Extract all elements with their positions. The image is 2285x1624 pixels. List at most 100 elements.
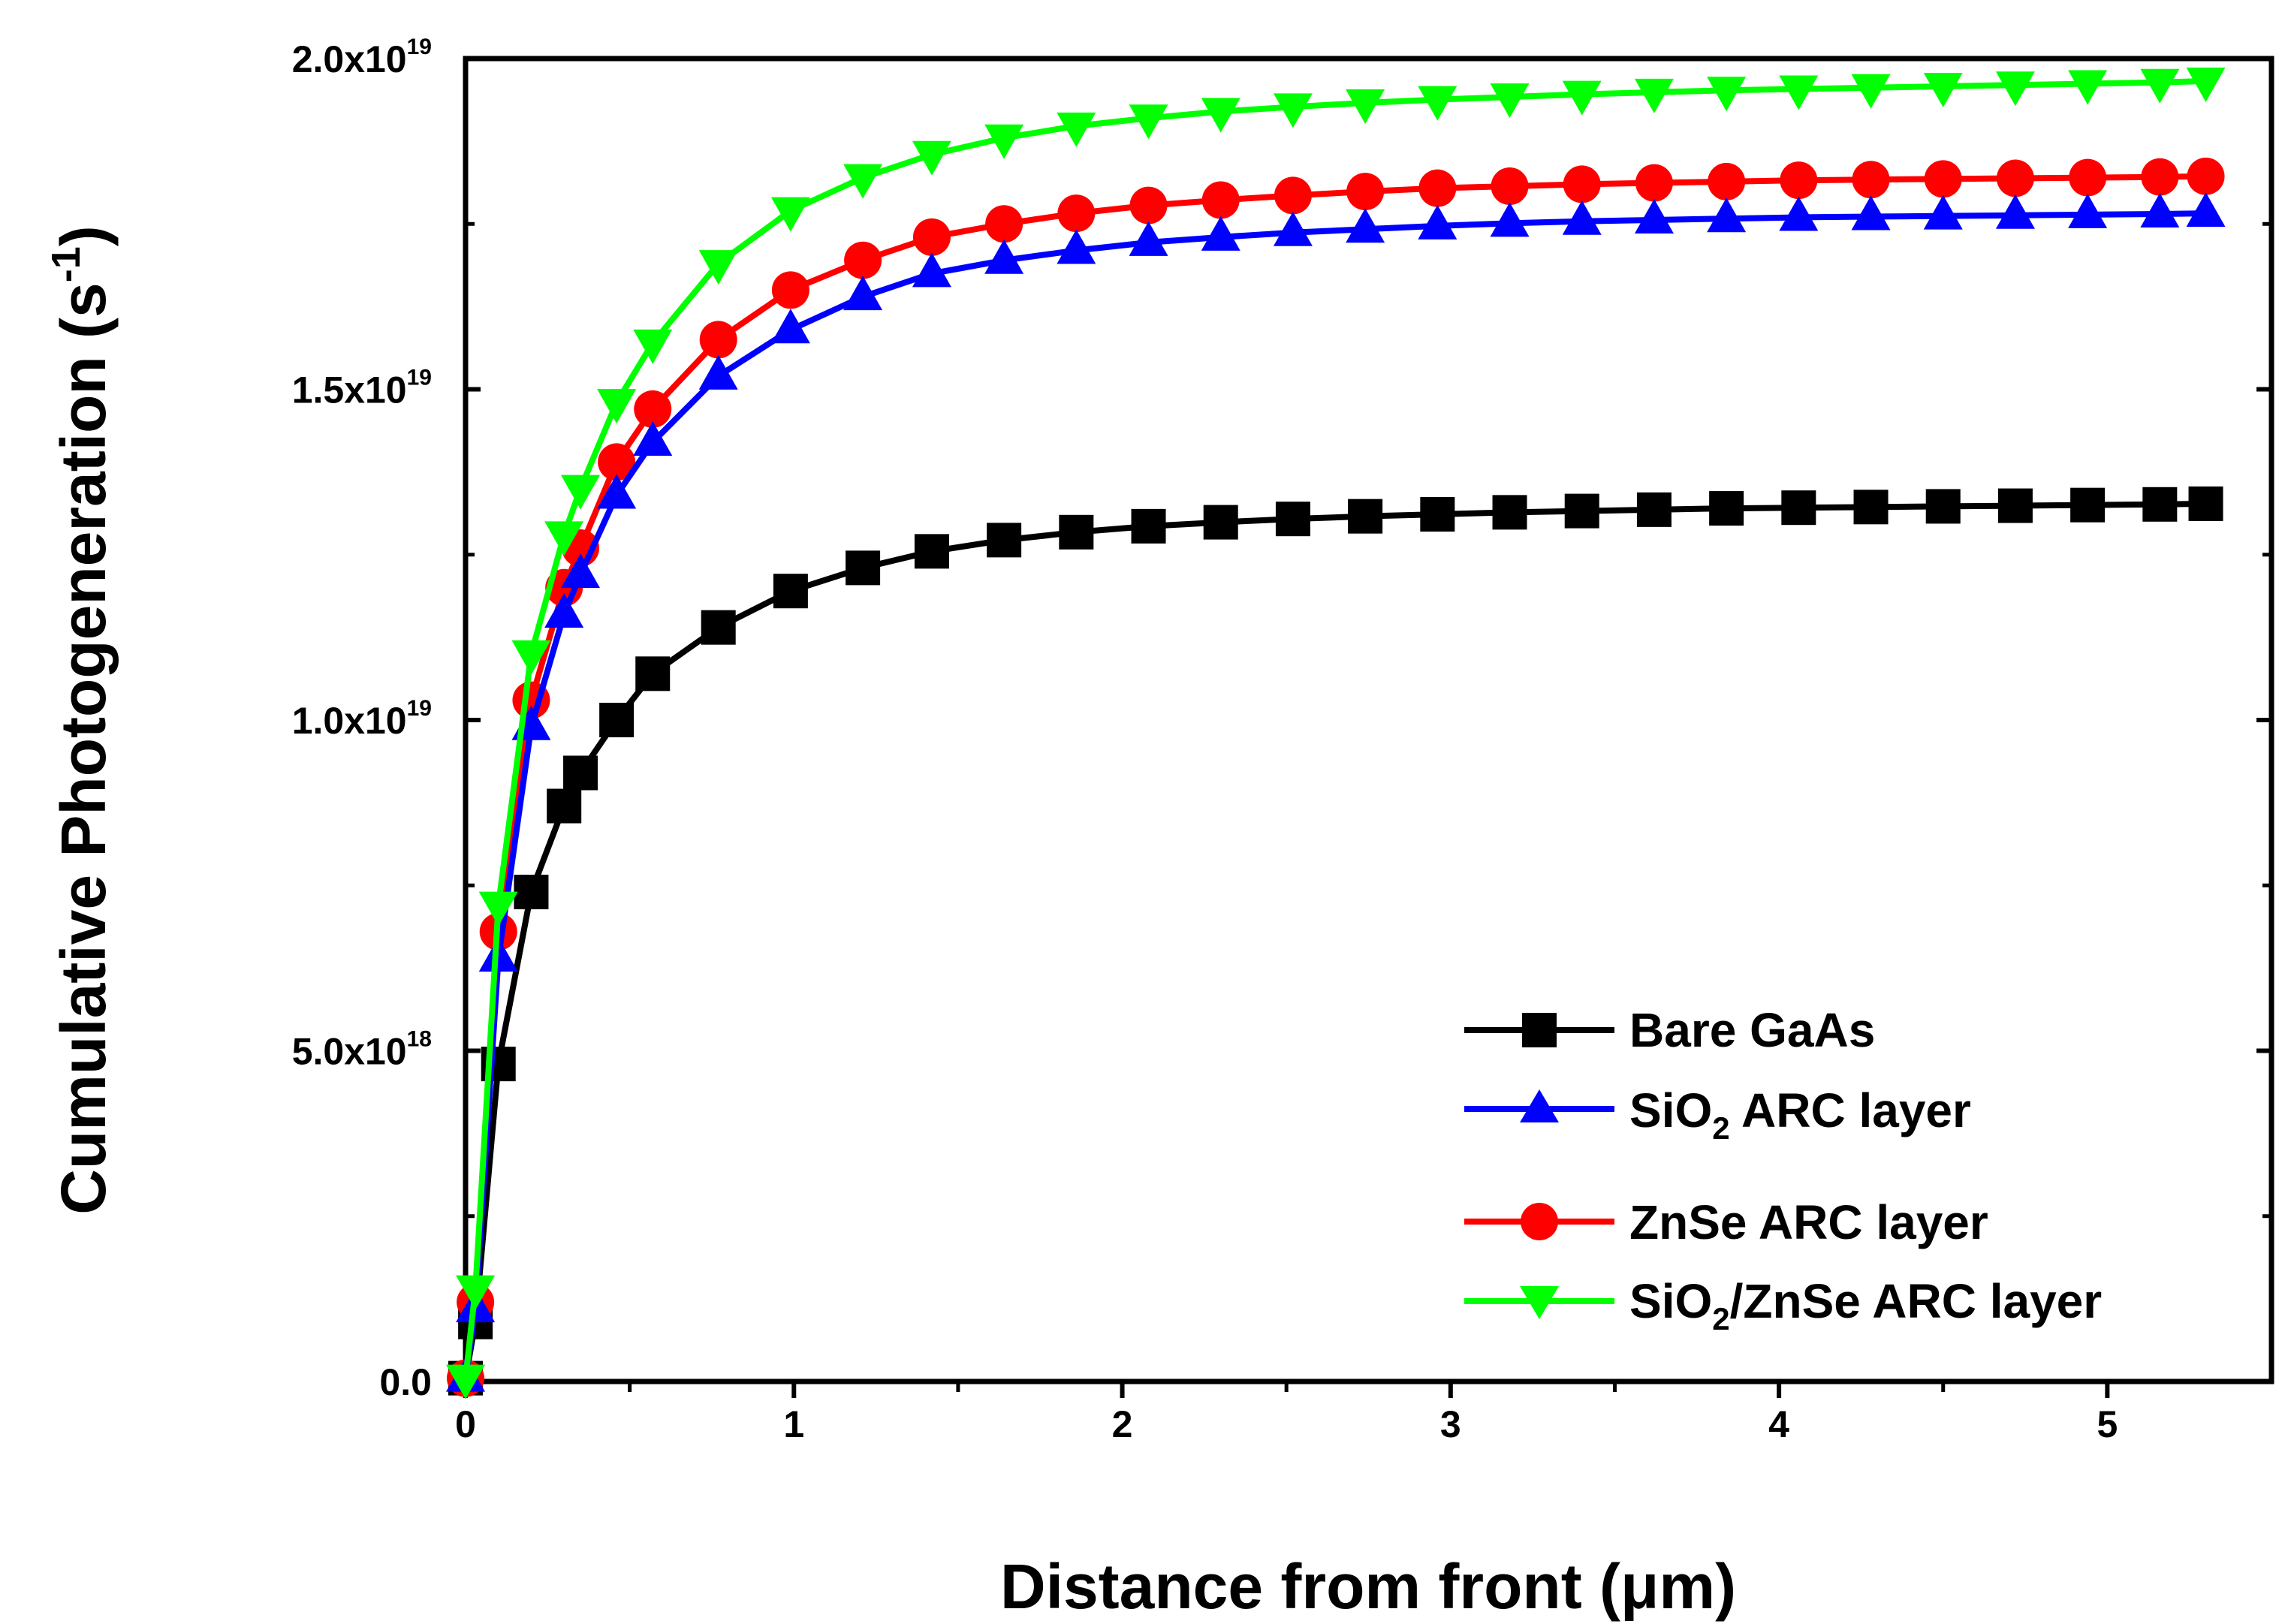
y-tick-mantissa: 1.0x10 <box>292 700 407 742</box>
y-axis-title-close: ) <box>48 225 119 246</box>
data-point <box>1562 80 1602 116</box>
data-point <box>2142 487 2178 522</box>
x-tick-label: 5 <box>2097 1403 2118 1445</box>
data-point <box>987 523 1022 558</box>
data-point <box>597 474 637 509</box>
data-point <box>2186 67 2226 102</box>
y-tick-mantissa: 5.0x10 <box>292 1031 407 1073</box>
data-point <box>1781 490 1816 526</box>
data-point <box>1707 197 1747 233</box>
x-tick-label: 4 <box>1768 1403 1789 1445</box>
data-point <box>2070 487 2106 523</box>
data-point <box>456 1275 496 1310</box>
data-point <box>1996 159 2034 197</box>
data-point <box>1707 77 1747 112</box>
y-tick-label: 2.0x1019 <box>292 35 432 80</box>
series-bare-gaas <box>448 486 2223 1396</box>
data-point <box>633 420 673 456</box>
data-point <box>2188 486 2223 521</box>
data-point <box>1418 204 1458 240</box>
y-tick-mantissa: 2.0x10 <box>292 38 407 80</box>
data-point <box>1562 200 1602 235</box>
data-point <box>1420 497 1455 532</box>
x-tick-label: 1 <box>783 1403 804 1445</box>
data-point <box>1201 215 1240 251</box>
data-point <box>1924 160 1962 198</box>
data-point <box>1779 75 1819 110</box>
data-point <box>912 252 951 288</box>
data-point <box>1273 93 1313 128</box>
data-point <box>1636 492 1672 527</box>
data-point <box>985 205 1023 243</box>
data-point <box>914 534 949 569</box>
data-point <box>1853 490 1889 525</box>
data-point <box>1563 165 1601 203</box>
legend-marker-bare-gaas <box>1522 1013 1557 1047</box>
data-point <box>563 755 598 791</box>
data-point <box>561 475 601 510</box>
x-axis-ticks: 0 1 2 3 4 5 <box>455 1381 2118 1445</box>
y-axis-ticks: 0.0 5.0x1018 1.0x10 19 1.5x1019 2.0x1019 <box>292 35 2271 1403</box>
data-point <box>2187 157 2225 195</box>
legend-label-sio2: SiO2 ARC layer <box>1629 1083 1971 1146</box>
data-point <box>1634 198 1674 234</box>
legend-item-sio2: SiO2 ARC layer <box>1464 1083 1971 1146</box>
data-point <box>1275 502 1310 537</box>
data-point <box>1852 161 1890 199</box>
y-axis-title-main: Cumulative Photogeneration (s <box>48 282 119 1214</box>
data-point <box>773 574 808 609</box>
data-point <box>544 521 584 556</box>
data-point <box>1057 112 1096 147</box>
legend-label-sio2-znse: SiO2/ZnSe ARC layer <box>1629 1274 2102 1336</box>
data-point <box>984 124 1024 159</box>
legend-item-sio2-znse: SiO2/ZnSe ARC layer <box>1464 1274 2102 1336</box>
data-point <box>1851 74 1891 109</box>
y-axis-title-sup: -1 <box>44 246 89 282</box>
data-point <box>1201 98 1240 133</box>
data-point <box>1490 83 1530 119</box>
x-tick-label: 0 <box>455 1403 476 1445</box>
data-point <box>1634 78 1674 113</box>
data-point <box>1131 508 1166 544</box>
data-point <box>2140 193 2180 228</box>
y-tick-label: 1.5x1019 <box>292 366 432 411</box>
series-sio2-arc-layer <box>446 192 2226 1392</box>
data-point <box>1851 195 1891 230</box>
y-tick-mantissa: 0.0 <box>379 1361 432 1403</box>
data-point <box>1274 176 1312 215</box>
data-point <box>2186 192 2226 227</box>
data-point <box>770 309 810 344</box>
data-point <box>1923 73 1963 108</box>
data-point <box>633 329 673 364</box>
data-point <box>912 140 951 176</box>
data-point <box>1129 104 1168 140</box>
data-point <box>1490 202 1530 237</box>
data-point <box>1635 164 1673 202</box>
y-axis-title: Cumulative Photogeneration (s-1) <box>44 225 119 1214</box>
data-point <box>771 271 809 309</box>
legend-label-bare-gaas: Bare GaAs <box>1629 1003 1875 1057</box>
data-point <box>699 321 737 359</box>
data-point <box>1346 173 1385 211</box>
data-point <box>478 891 518 926</box>
data-point <box>561 553 601 589</box>
data-point <box>1129 221 1168 256</box>
data-point <box>634 390 672 428</box>
data-point <box>1925 489 1961 524</box>
y-tick-exponent: 19 <box>407 35 432 59</box>
series-line <box>463 77 2206 1379</box>
data-point <box>1779 196 1819 231</box>
plot-area-frame <box>463 56 2274 1384</box>
data-point <box>1201 181 1240 219</box>
data-point <box>698 354 738 390</box>
data-point <box>843 164 883 199</box>
data-point <box>1708 162 1746 200</box>
data-point <box>1564 493 1599 529</box>
data-point <box>547 788 582 824</box>
legend-label-znse: ZnSe ARC layer <box>1629 1195 1988 1249</box>
data-point <box>598 443 636 481</box>
y-tick-label: 5.0x1018 <box>292 1027 432 1073</box>
data-point <box>846 550 881 586</box>
data-point <box>698 250 738 285</box>
data-point <box>1923 194 1963 230</box>
